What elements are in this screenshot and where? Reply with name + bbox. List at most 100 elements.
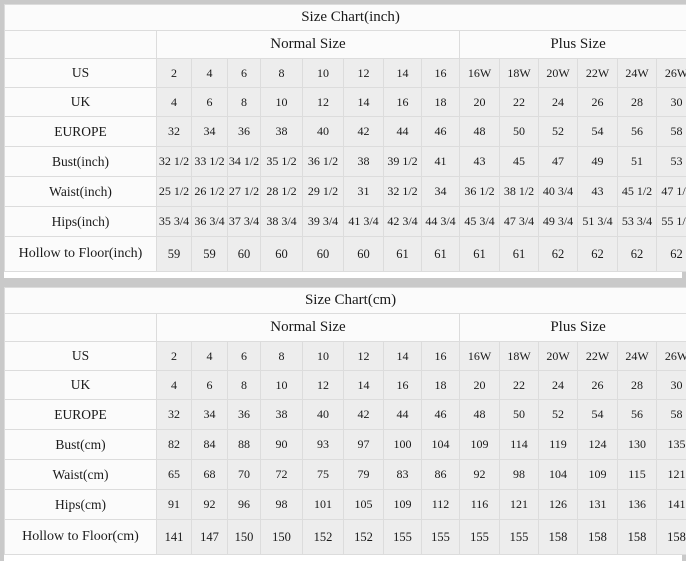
row-label: US: [5, 342, 157, 371]
data-cell: 20: [460, 371, 500, 400]
data-cell: 136: [618, 490, 657, 520]
row-label: US: [5, 59, 157, 88]
data-cell: 60: [228, 237, 261, 272]
data-cell: 98: [261, 490, 303, 520]
data-cell: 61: [460, 237, 500, 272]
data-cell: 62: [618, 237, 657, 272]
data-cell: 35 3/4: [157, 207, 192, 237]
group-header-plus-size: Plus Size: [460, 31, 686, 59]
data-cell: 40 3/4: [539, 177, 578, 207]
data-cell: 56: [618, 117, 657, 147]
group-header-corner: [5, 31, 157, 59]
data-cell: 46: [422, 400, 460, 430]
data-cell: 158: [539, 520, 578, 555]
data-cell: 141: [657, 490, 686, 520]
data-cell: 39 3/4: [303, 207, 344, 237]
data-cell: 24W: [618, 59, 657, 88]
data-cell: 36 1/2: [303, 147, 344, 177]
data-cell: 155: [384, 520, 422, 555]
data-cell: 105: [344, 490, 384, 520]
data-cell: 55 1/2: [657, 207, 686, 237]
table-bottom-spacer: [4, 555, 682, 561]
data-cell: 16W: [460, 342, 500, 371]
data-cell: 2: [157, 342, 192, 371]
data-cell: 44: [384, 400, 422, 430]
data-cell: 93: [303, 430, 344, 460]
data-cell: 47 3/4: [500, 207, 539, 237]
data-cell: 12: [344, 342, 384, 371]
data-cell: 88: [228, 430, 261, 460]
table-bottom-spacer: [4, 272, 682, 278]
data-cell: 25 1/2: [157, 177, 192, 207]
data-cell: 41: [422, 147, 460, 177]
data-cell: 10: [261, 88, 303, 117]
data-cell: 4: [192, 59, 228, 88]
data-cell: 24: [539, 88, 578, 117]
data-cell: 112: [422, 490, 460, 520]
group-header-normal-size: Normal Size: [157, 314, 460, 342]
data-cell: 42: [344, 400, 384, 430]
row-label: UK: [5, 88, 157, 117]
data-cell: 52: [539, 400, 578, 430]
data-cell: 12: [303, 371, 344, 400]
data-cell: 14: [384, 59, 422, 88]
data-cell: 54: [578, 117, 618, 147]
data-cell: 14: [344, 371, 384, 400]
data-cell: 30: [657, 371, 686, 400]
row-label: EUROPE: [5, 117, 157, 147]
data-cell: 51 3/4: [578, 207, 618, 237]
chart-title: Size Chart(inch): [5, 5, 686, 31]
data-cell: 49 3/4: [539, 207, 578, 237]
data-cell: 37 3/4: [228, 207, 261, 237]
chart-title: Size Chart(cm): [5, 288, 686, 314]
data-cell: 98: [500, 460, 539, 490]
data-cell: 121: [500, 490, 539, 520]
data-cell: 61: [384, 237, 422, 272]
data-cell: 32 1/2: [384, 177, 422, 207]
data-cell: 152: [303, 520, 344, 555]
data-cell: 22: [500, 88, 539, 117]
data-cell: 49: [578, 147, 618, 177]
data-cell: 51: [618, 147, 657, 177]
data-cell: 101: [303, 490, 344, 520]
row-label: Hips(cm): [5, 490, 157, 520]
data-cell: 36 3/4: [192, 207, 228, 237]
data-cell: 34 1/2: [228, 147, 261, 177]
data-cell: 34: [192, 400, 228, 430]
data-cell: 62: [578, 237, 618, 272]
data-cell: 26W: [657, 342, 686, 371]
data-cell: 58: [657, 117, 686, 147]
data-cell: 6: [192, 88, 228, 117]
data-cell: 18: [422, 371, 460, 400]
data-cell: 141: [157, 520, 192, 555]
data-cell: 46: [422, 117, 460, 147]
row-label: Hollow to Floor(inch): [5, 237, 157, 272]
data-cell: 28: [618, 371, 657, 400]
data-cell: 12: [344, 59, 384, 88]
data-cell: 43: [578, 177, 618, 207]
data-cell: 8: [261, 342, 303, 371]
data-cell: 42 3/4: [384, 207, 422, 237]
data-cell: 97: [344, 430, 384, 460]
data-cell: 104: [422, 430, 460, 460]
data-cell: 16: [384, 371, 422, 400]
data-cell: 2: [157, 59, 192, 88]
data-cell: 158: [618, 520, 657, 555]
data-cell: 60: [303, 237, 344, 272]
data-cell: 124: [578, 430, 618, 460]
data-cell: 8: [261, 59, 303, 88]
data-cell: 6: [228, 59, 261, 88]
data-cell: 48: [460, 117, 500, 147]
data-cell: 84: [192, 430, 228, 460]
data-cell: 121: [657, 460, 686, 490]
data-cell: 83: [384, 460, 422, 490]
